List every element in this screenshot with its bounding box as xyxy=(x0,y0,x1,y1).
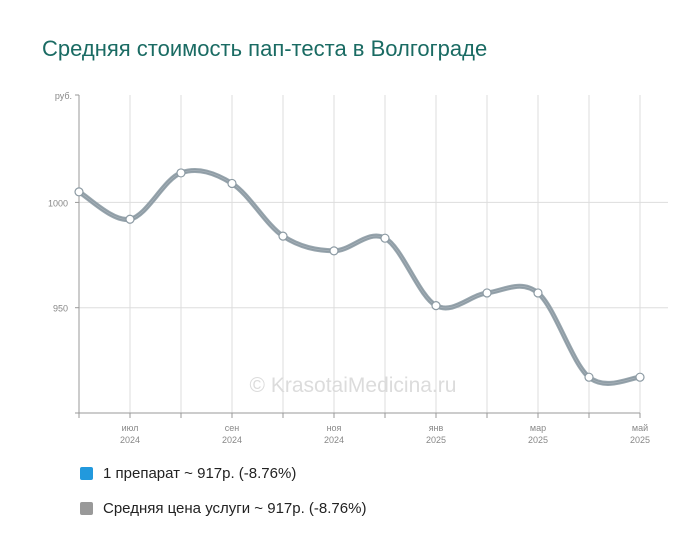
axes xyxy=(75,94,641,418)
x-tick-label-month: июл xyxy=(122,423,139,433)
x-tick-label-year: 2024 xyxy=(222,435,242,445)
data-point xyxy=(533,288,543,298)
data-point xyxy=(635,372,645,382)
x-tick-label-month: янв xyxy=(429,423,444,433)
data-point xyxy=(431,300,441,311)
legend-item-2[interactable]: Средняя цена услуги ~ 917р. (-8.76%) xyxy=(80,500,366,517)
y-tick-label: 950 xyxy=(53,304,68,314)
legend-swatch-2 xyxy=(80,502,93,515)
chart-title: Средняя стоимость пап-теста в Волгограде xyxy=(42,36,488,61)
x-tick-label-year: 2025 xyxy=(426,435,446,445)
x-tick-label-year: 2024 xyxy=(324,435,344,445)
x-tick-label-month: май xyxy=(632,423,648,433)
data-point xyxy=(584,372,594,382)
data-point xyxy=(74,187,84,197)
legend-label-1: 1 препарат ~ 917р. (-8.76%) xyxy=(103,465,297,482)
data-point xyxy=(329,246,339,256)
data-point xyxy=(176,168,186,178)
data-point xyxy=(380,233,390,243)
data-point xyxy=(227,178,237,189)
x-tick-label-year: 2024 xyxy=(120,435,140,445)
grid-lines xyxy=(79,95,668,413)
x-tick-label-month: сен xyxy=(225,423,240,433)
watermark: © KrasotaiMedicina.ru xyxy=(250,374,457,397)
data-point xyxy=(125,214,135,224)
tick-labels: руб. 950 1000 июл 2024 сен 2024 ноя 2024 янв 2025 м… xyxy=(48,91,650,445)
data-point xyxy=(278,231,288,241)
x-tick-label-year: 2025 xyxy=(528,435,548,445)
x-tick-label-month: ноя xyxy=(327,423,342,433)
y-tick-label: 1000 xyxy=(48,198,68,208)
legend-item-1[interactable]: 1 препарат ~ 917р. (-8.76%) xyxy=(80,465,296,482)
x-tick-label-year: 2025 xyxy=(630,435,650,445)
data-points xyxy=(74,168,645,382)
y-unit-label: руб. xyxy=(55,91,72,101)
legend-label-2: Средняя цена услуги ~ 917р. (-8.76%) xyxy=(103,500,367,517)
x-tick-label-month: мар xyxy=(530,423,546,433)
legend-swatch-1 xyxy=(80,467,93,480)
data-point xyxy=(482,288,492,298)
